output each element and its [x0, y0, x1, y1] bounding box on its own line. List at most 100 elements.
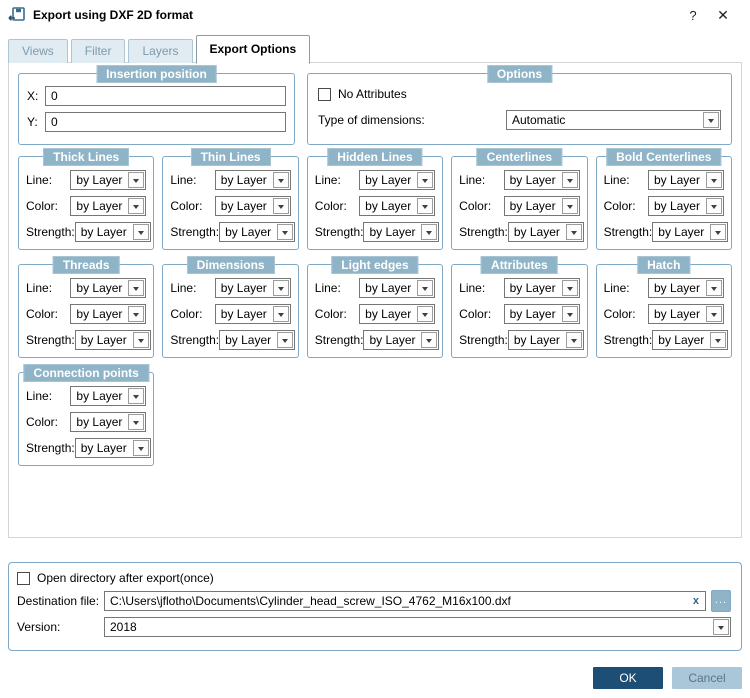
bold-centerlines-line-select[interactable]: by Layer	[647, 170, 724, 190]
close-icon[interactable]: ✕	[717, 6, 729, 23]
destination-file-input[interactable]	[104, 591, 706, 611]
hatch-color-select[interactable]: by Layer	[647, 304, 724, 324]
group-title: Threads	[52, 256, 120, 274]
destination-file-wrap: x	[104, 591, 706, 611]
thick-lines-line-select[interactable]: by Layer	[70, 170, 147, 190]
threads-line-select[interactable]: by Layer	[70, 278, 147, 298]
hatch-line-select[interactable]: by Layer	[647, 278, 724, 298]
chevron-down-icon	[705, 198, 722, 214]
attributes-line-select[interactable]: by Layer	[503, 278, 580, 298]
thick-lines-color-select[interactable]: by Layer	[70, 196, 147, 216]
dimensions-strength-select[interactable]: by Layer	[219, 330, 296, 350]
chevron-down-icon	[272, 172, 289, 188]
selected-value: by Layer	[369, 225, 416, 239]
hidden-lines-line-select[interactable]: by Layer	[359, 170, 436, 190]
color-label: Color:	[459, 199, 492, 213]
chevron-down-icon	[421, 332, 438, 348]
group-hatch: Hatch Line: by Layer Color: by Layer Strength…	[595, 256, 732, 358]
version-label: Version:	[17, 620, 61, 634]
thin-lines-strength-select[interactable]: by Layer	[219, 222, 296, 242]
tab-views[interactable]: Views	[8, 39, 68, 63]
line-row: Line: by Layer	[315, 278, 436, 298]
attributes-strength-select[interactable]: by Layer	[507, 330, 584, 350]
hidden-lines-color-select[interactable]: by Layer	[359, 196, 436, 216]
strength-row: Strength: by Layer	[170, 222, 296, 242]
selected-value: by Layer	[509, 281, 556, 295]
attributes-color-select[interactable]: by Layer	[503, 304, 580, 324]
chevron-down-icon	[277, 332, 294, 348]
x-label: X:	[27, 89, 39, 103]
line-label: Line:	[314, 173, 341, 187]
cancel-button[interactable]: Cancel	[672, 667, 742, 689]
group-title: Connection points	[23, 364, 149, 382]
chevron-down-icon	[710, 224, 727, 240]
export-dxf-icon	[8, 7, 25, 21]
light-edges-line-select[interactable]: by Layer	[359, 278, 436, 298]
x-input[interactable]	[45, 86, 286, 106]
connection-points-strength-select[interactable]: by Layer	[74, 438, 151, 458]
group-insertion-position: Insertion position X: Y:	[18, 65, 295, 145]
light-edges-strength-select[interactable]: by Layer	[363, 330, 440, 350]
centerlines-line-select[interactable]: by Layer	[503, 170, 580, 190]
tab-export-options[interactable]: Export Options	[195, 35, 311, 64]
ok-button[interactable]: OK	[593, 667, 663, 689]
no-attributes-checkbox[interactable]	[318, 87, 331, 101]
chevron-down-icon	[710, 332, 727, 348]
line-label: Line:	[170, 281, 197, 295]
dialog-buttons: OK Cancel	[0, 667, 742, 689]
strength-label: Strength:	[26, 333, 75, 347]
bold-centerlines-color-select[interactable]: by Layer	[647, 196, 724, 216]
browse-button[interactable]: ...	[711, 590, 731, 612]
selected-value: by Layer	[653, 173, 700, 187]
light-edges-color-select[interactable]: by Layer	[359, 304, 436, 324]
selected-value: by Layer	[509, 307, 556, 321]
group-title: Attributes	[481, 256, 558, 274]
chevron-down-icon	[705, 306, 722, 322]
selected-value: by Layer	[80, 333, 127, 347]
chevron-down-icon	[705, 280, 722, 296]
open-directory-checkbox[interactable]	[17, 571, 30, 585]
selected-value: by Layer	[225, 333, 272, 347]
line-row: Line: by Layer	[314, 170, 436, 190]
dimensions-color-select[interactable]: by Layer	[214, 304, 291, 324]
clear-destination-icon[interactable]: x	[692, 595, 699, 607]
dimensions-line-select[interactable]: by Layer	[214, 278, 291, 298]
type-of-dimensions-select[interactable]: Automatic	[506, 110, 721, 130]
y-input[interactable]	[45, 112, 286, 132]
version-select[interactable]: 2018	[104, 617, 731, 637]
selected-value: by Layer	[658, 333, 705, 347]
help-button[interactable]: ?	[689, 7, 697, 23]
line-row: Line: by Layer	[459, 170, 580, 190]
selected-value: by Layer	[513, 333, 560, 347]
thin-lines-line-select[interactable]: by Layer	[214, 170, 291, 190]
tab-layers[interactable]: Layers	[128, 39, 193, 63]
thick-lines-strength-select[interactable]: by Layer	[74, 222, 151, 242]
threads-strength-select[interactable]: by Layer	[74, 330, 151, 350]
selected-value: by Layer	[225, 225, 272, 239]
strength-row: Strength: by Layer	[26, 438, 151, 458]
line-row: Line: by Layer	[459, 278, 580, 298]
connection-points-line-select[interactable]: by Layer	[70, 386, 147, 406]
bold-centerlines-strength-select[interactable]: by Layer	[652, 222, 729, 242]
color-label: Color:	[459, 307, 492, 321]
selected-value: Automatic	[512, 113, 566, 127]
chevron-down-icon	[561, 280, 578, 296]
hidden-lines-strength-select[interactable]: by Layer	[363, 222, 440, 242]
connection-points-color-select[interactable]: by Layer	[70, 412, 147, 432]
group-centerlines: Centerlines Line: by Layer Color: by Layer St…	[451, 148, 588, 250]
color-row: Color: by Layer	[315, 196, 436, 216]
no-attributes-label: No Attributes	[338, 87, 407, 101]
tab-filter[interactable]: Filter	[70, 39, 126, 63]
thin-lines-color-select[interactable]: by Layer	[214, 196, 291, 216]
chevron-down-icon	[272, 198, 289, 214]
group-title: Insertion position	[96, 65, 217, 83]
centerlines-strength-select[interactable]: by Layer	[507, 222, 584, 242]
threads-color-select[interactable]: by Layer	[70, 304, 147, 324]
hatch-strength-select[interactable]: by Layer	[652, 330, 729, 350]
chevron-down-icon	[417, 306, 434, 322]
color-row: Color: by Layer	[604, 304, 724, 324]
centerlines-color-select[interactable]: by Layer	[503, 196, 580, 216]
strength-row: Strength: by Layer	[459, 222, 584, 242]
group-hidden-lines: Hidden Lines Line: by Layer Color: by Layer S…	[306, 148, 444, 250]
chevron-down-icon	[132, 224, 149, 240]
